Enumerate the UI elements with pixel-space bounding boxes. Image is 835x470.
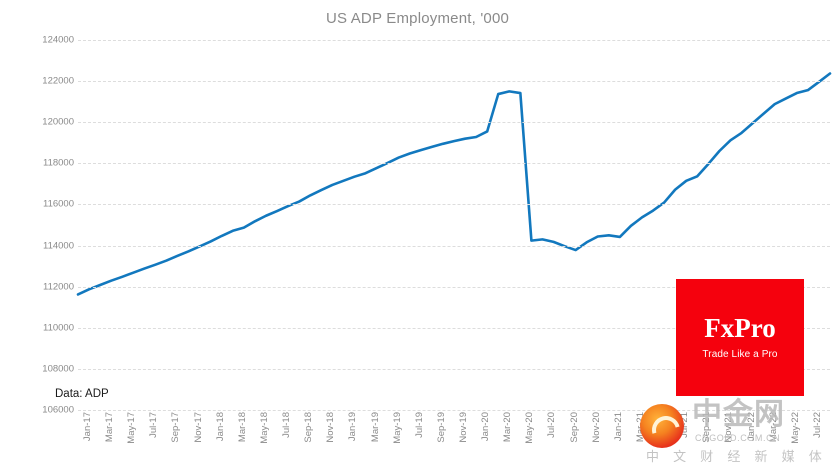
data-source-note: Data: ADP (55, 388, 109, 400)
x-axis-tick-label: May-18 (258, 412, 270, 444)
x-axis-tick-label: Sep-17 (170, 412, 182, 443)
adp-employment-line (76, 72, 832, 296)
gridline (78, 204, 830, 206)
gridline (78, 286, 830, 288)
x-axis-tick-label: Jul-22 (811, 412, 823, 438)
gridline (78, 40, 830, 41)
x-axis-tick-label: Mar-19 (369, 412, 381, 443)
chart-title: US ADP Employment, '000 (325, 10, 510, 27)
x-axis-tick-label: Jan-17 (82, 412, 93, 442)
y-axis-tick-label: 120000 (42, 116, 74, 128)
plot-area (76, 40, 832, 411)
y-axis-tick-label: 106000 (42, 404, 74, 416)
x-axis-tick-label: Jul-20 (546, 412, 558, 438)
line-series (76, 72, 832, 296)
gridline (78, 327, 830, 329)
fxpro-wordmark: FxPro (704, 313, 776, 343)
y-axis-tick-label: 114000 (43, 240, 74, 252)
x-axis-tick-label: Mar-18 (236, 412, 248, 443)
x-axis-tick-label: Jul-17 (148, 412, 160, 438)
fxpro-logo: FxPro Trade Like a Pro (676, 279, 804, 396)
x-axis-tick-label: May-20 (524, 412, 536, 444)
y-axis-tick-label: 110000 (43, 322, 74, 334)
x-axis-tick-label: May-17 (126, 412, 138, 444)
x-axis-tick-label: Jul-21 (679, 412, 691, 438)
x-axis-tick-label: May-21 (657, 412, 669, 444)
x-axis-tick-label: Jan-18 (214, 412, 226, 442)
x-axis-tick-label: Nov-21 (723, 412, 735, 443)
fxpro-tagline: Trade Like a Pro (702, 349, 778, 360)
y-axis-tick-label: 122000 (42, 75, 74, 87)
y-axis-tick-label: 124000 (42, 34, 74, 46)
gridline (78, 163, 830, 165)
x-axis-tick-label: Jan-22 (745, 412, 757, 442)
y-axis-tick-label: 116000 (43, 198, 74, 210)
gridline (78, 410, 830, 411)
x-axis-tick-label: Jul-19 (413, 412, 425, 438)
x-axis-tick-label: Mar-20 (502, 412, 514, 443)
y-axis-tick-label: 108000 (42, 363, 74, 375)
gridline (78, 245, 830, 247)
y-axis-tick-label: 112000 (43, 281, 74, 293)
x-axis-tick-label: Jan-20 (480, 412, 492, 442)
x-axis: Jan-17 Mar-17 May-17 Jul-17 Sep-17 Nov-17 Jan-… (78, 412, 835, 470)
y-axis: 124000 122000 120000 118000 116000 114000 1120… (0, 35, 74, 416)
x-axis-tick-label: Jul-18 (281, 412, 293, 438)
x-axis-tick-label: May-19 (391, 412, 403, 444)
x-axis-tick-label: Sep-21 (701, 412, 713, 443)
x-axis-tick-label: Nov-19 (458, 412, 469, 443)
gridline (78, 368, 830, 370)
x-axis-tick-label: Jan-19 (347, 412, 359, 442)
x-axis-tick-label: Jan-21 (612, 412, 624, 442)
x-axis-tick-label: Nov-20 (590, 412, 602, 443)
x-axis-tick-label: May-22 (789, 412, 801, 444)
gridline (78, 81, 830, 83)
y-axis-tick-label: 118000 (43, 157, 74, 169)
x-axis-tick-label: Mar-21 (634, 412, 646, 443)
x-axis-tick-label: Mar-17 (104, 412, 116, 443)
x-axis-tick-label: Mar-22 (767, 412, 779, 443)
x-axis-tick-label: Nov-17 (192, 412, 204, 443)
x-axis-tick-label: Sep-18 (303, 412, 315, 443)
x-axis-tick-label: Sep-19 (435, 412, 447, 443)
x-axis-tick-label: Nov-18 (325, 412, 337, 443)
gridline (78, 122, 830, 124)
x-axis-tick-label: Sep-20 (568, 412, 580, 443)
